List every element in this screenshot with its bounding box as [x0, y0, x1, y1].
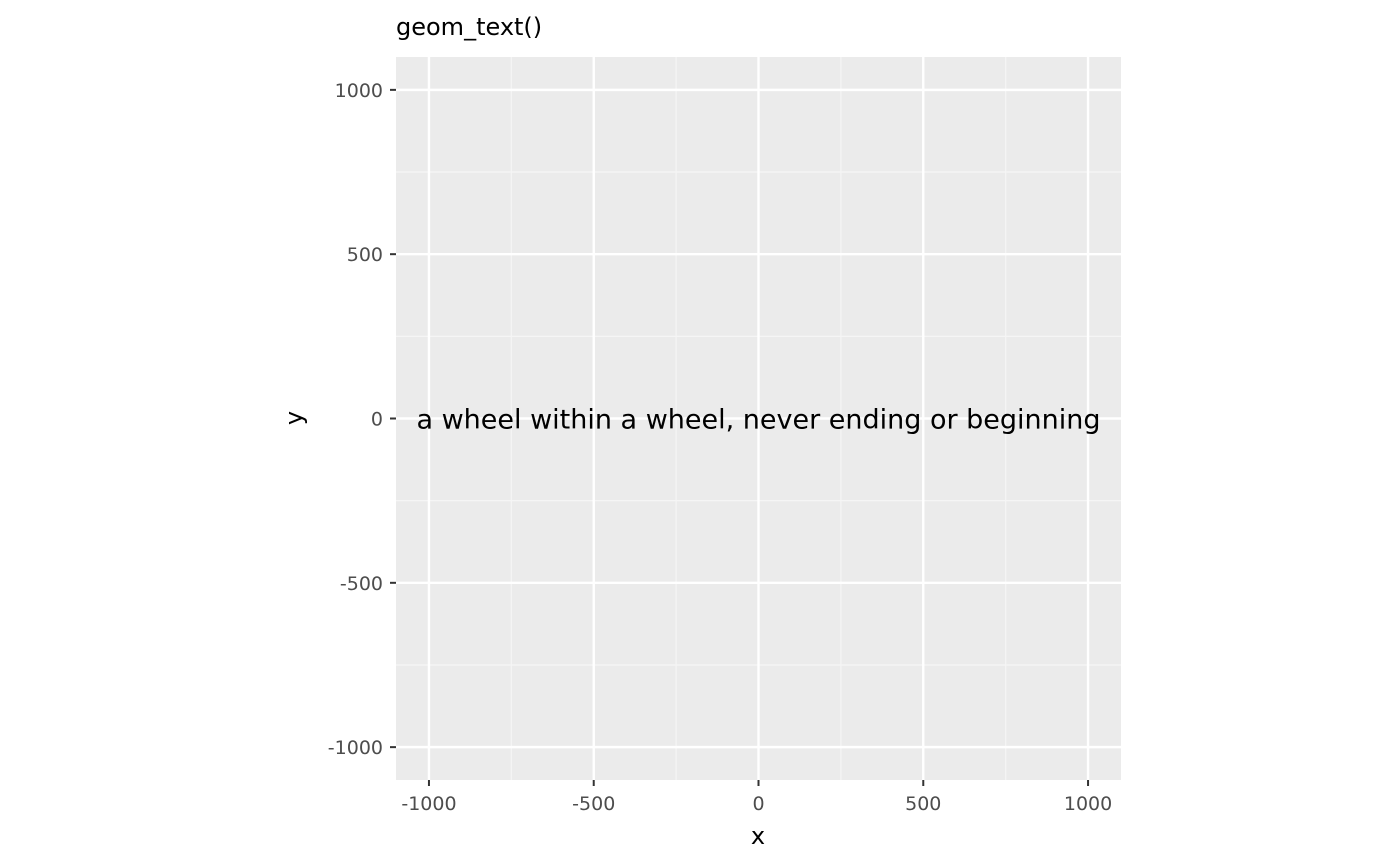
- major-gridlines: [396, 57, 1121, 780]
- y-axis-title: y: [280, 411, 308, 425]
- x-axis: -1000 -500 0 500 1000: [401, 780, 1112, 815]
- x-axis-title: x: [751, 822, 765, 850]
- data-text-label: a wheel within a wheel, never ending or …: [416, 405, 1100, 436]
- data-labels: a wheel within a wheel, never ending or …: [416, 405, 1100, 436]
- x-tick-label: -1000: [401, 793, 456, 815]
- y-tick-label: 500: [347, 244, 383, 266]
- plot-title: geom_text(): [396, 13, 542, 41]
- x-tick-label: 500: [905, 793, 941, 815]
- x-tick-label: 0: [752, 793, 764, 815]
- y-tick-label: -500: [340, 573, 383, 595]
- y-tick-label: 1000: [335, 80, 383, 102]
- y-tick-label: 0: [371, 409, 383, 431]
- y-tick-label: -1000: [328, 737, 383, 759]
- x-tick-label: 1000: [1064, 793, 1112, 815]
- x-tick-label: -500: [572, 793, 615, 815]
- y-axis: -1000 -500 0 500 1000: [328, 80, 396, 759]
